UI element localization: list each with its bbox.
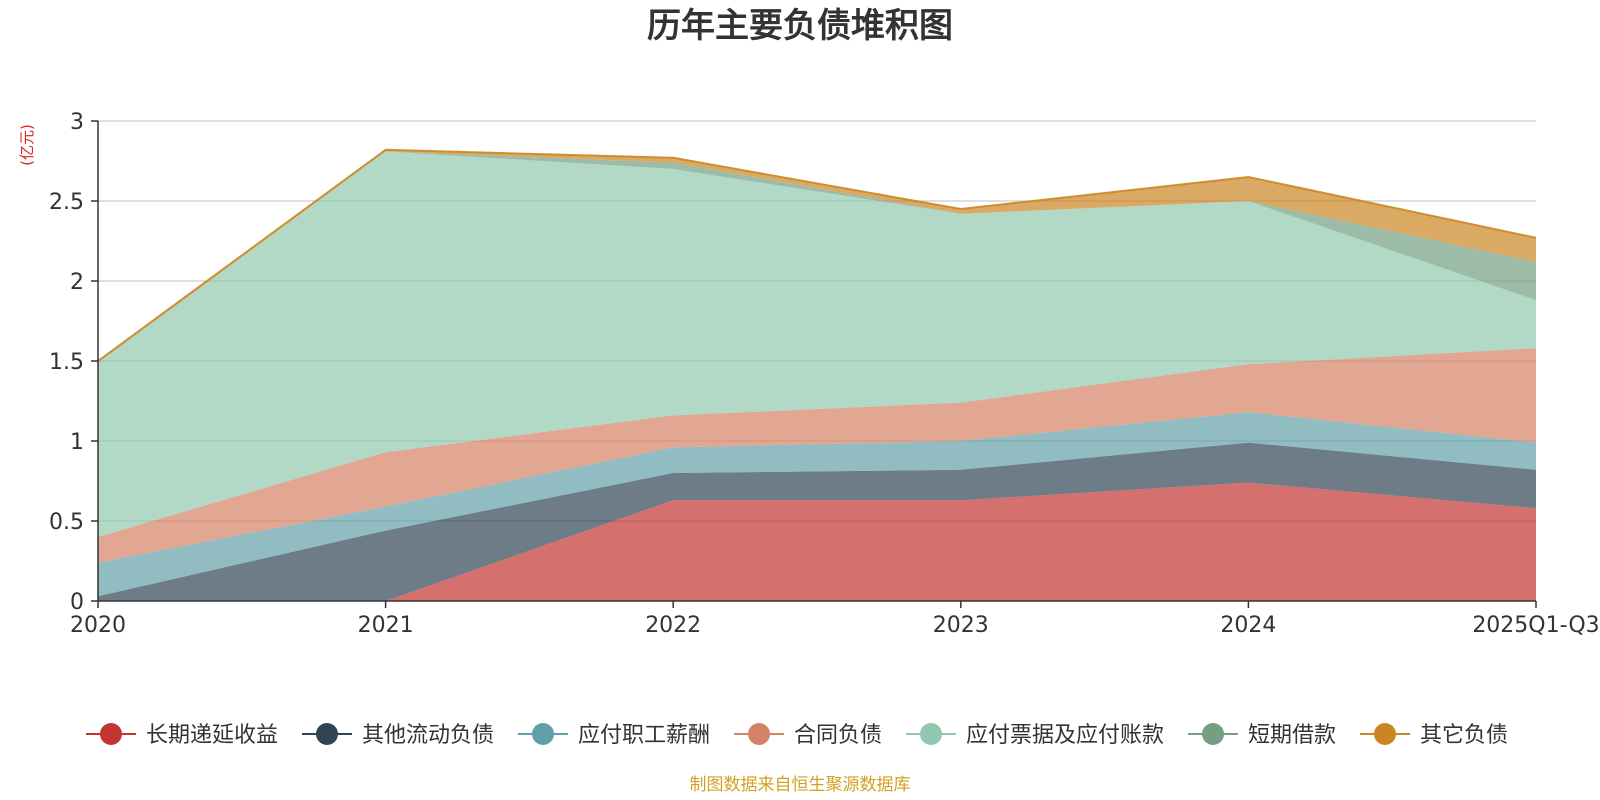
y-tick-label: 2.5 <box>49 190 84 215</box>
y-tick-label: 1 <box>70 430 84 455</box>
legend-marker-icon <box>1202 723 1224 745</box>
x-tick-label: 2024 <box>1220 613 1276 638</box>
y-tick-label: 0.5 <box>49 510 84 535</box>
legend-label: 短期借款 <box>1248 723 1336 748</box>
x-tick-label: 2022 <box>645 613 701 638</box>
y-axis-unit: (亿元) <box>18 124 36 166</box>
legend-label: 长期递延收益 <box>146 723 278 748</box>
series-area <box>98 151 1536 537</box>
legend-item[interactable]: 应付职工薪酬 <box>518 723 710 748</box>
legend-item[interactable]: 短期借款 <box>1188 723 1336 748</box>
y-tick-label: 0 <box>70 590 84 615</box>
legend-label: 合同负债 <box>794 723 882 748</box>
axes: 0 0.5 1 1.5 2 2.5 3 2020 2021 2022 2023 2024 2025Q1-… <box>49 110 1600 638</box>
data-source-note: 制图数据来自恒生聚源数据库 <box>690 775 911 795</box>
x-tick-label: 2023 <box>933 613 989 638</box>
x-tick-label: 2021 <box>358 613 414 638</box>
legend-marker-icon <box>1374 723 1396 745</box>
legend-marker-icon <box>748 723 770 745</box>
series-area <box>98 482 1536 601</box>
legend-item[interactable]: 其它负债 <box>1360 723 1508 748</box>
legend[interactable]: 长期递延收益 其他流动负债 应付职工薪酬 合同负债 应付票据及应付账款 短期借款 其它负债 <box>86 723 1508 748</box>
series-area <box>98 442 1536 601</box>
legend-item[interactable]: 应付票据及应付账款 <box>906 723 1164 748</box>
legend-label: 其它负债 <box>1420 723 1508 748</box>
legend-marker-icon <box>920 723 942 745</box>
y-tick-label: 3 <box>70 110 84 135</box>
total-outline <box>97 148 1537 362</box>
x-tick-label: 2020 <box>70 613 126 638</box>
legend-label: 其他流动负债 <box>362 723 494 748</box>
series-areas <box>97 148 1537 601</box>
y-tick-label: 1.5 <box>49 350 84 375</box>
series-area <box>98 412 1536 597</box>
legend-item[interactable]: 长期递延收益 <box>86 723 278 748</box>
series-area <box>98 149 1536 363</box>
legend-item[interactable]: 其他流动负债 <box>302 723 494 748</box>
legend-marker-icon <box>532 723 554 745</box>
series-area <box>98 348 1536 563</box>
y-tick-label: 2 <box>70 270 84 295</box>
x-tick-label: 2025Q1-Q3 <box>1472 613 1599 638</box>
legend-marker-icon <box>100 723 122 745</box>
legend-marker-icon <box>316 723 338 745</box>
legend-item[interactable]: 合同负债 <box>734 723 882 748</box>
legend-label: 应付票据及应付账款 <box>966 723 1164 748</box>
legend-label: 应付职工薪酬 <box>578 723 710 748</box>
chart-title: 历年主要负债堆积图 <box>647 6 953 46</box>
